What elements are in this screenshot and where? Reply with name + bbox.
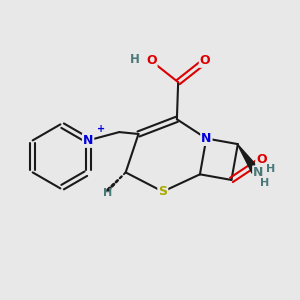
- Text: N: N: [253, 167, 263, 179]
- Text: O: O: [200, 54, 210, 67]
- Text: H: H: [130, 52, 140, 66]
- Text: H: H: [266, 164, 276, 174]
- Text: H: H: [260, 178, 269, 188]
- Polygon shape: [238, 144, 259, 173]
- Text: O: O: [256, 153, 267, 166]
- Text: N: N: [83, 134, 93, 147]
- Text: O: O: [146, 54, 157, 67]
- Text: S: S: [158, 185, 167, 198]
- Text: +: +: [97, 124, 105, 134]
- Text: N: N: [201, 132, 211, 145]
- Text: H: H: [103, 188, 112, 198]
